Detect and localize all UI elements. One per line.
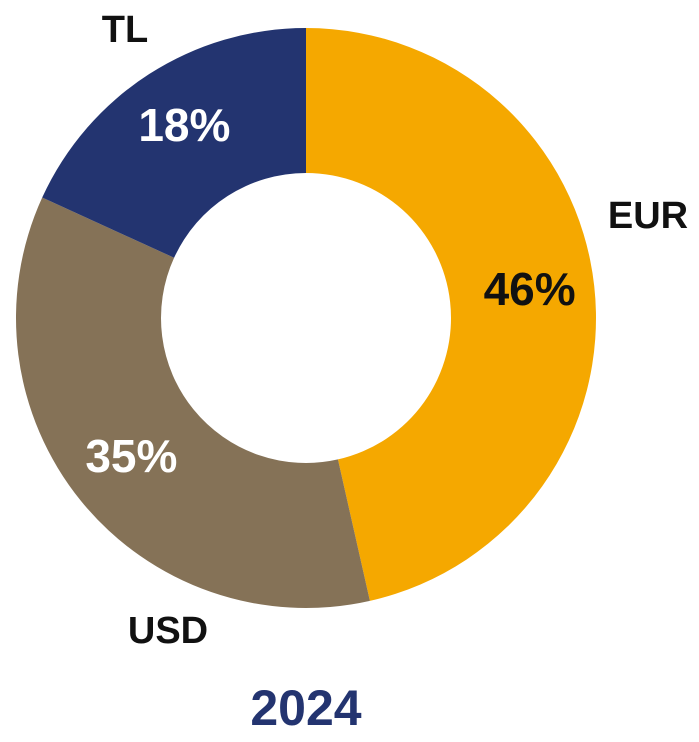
value-label: 18% — [138, 99, 230, 151]
slice — [42, 28, 306, 258]
category-label: TL — [102, 9, 148, 51]
slice — [306, 28, 596, 601]
category-label: USD — [128, 610, 208, 652]
value-label: 46% — [484, 263, 576, 315]
category-label: EUR — [608, 195, 688, 237]
chart-title: 2024 — [250, 680, 361, 736]
slice — [16, 197, 370, 608]
value-label: 35% — [85, 430, 177, 482]
